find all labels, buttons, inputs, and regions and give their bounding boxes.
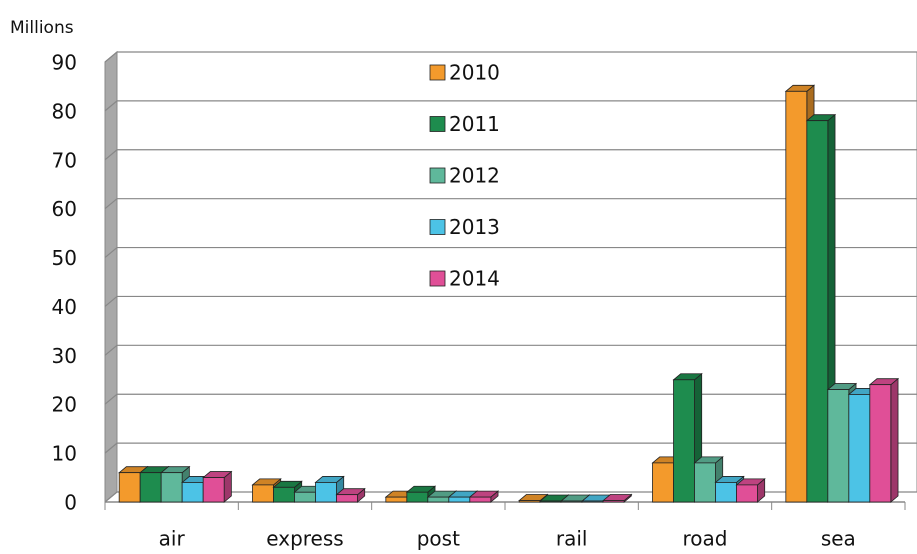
bar [427,496,450,503]
bar-side [890,377,899,503]
y-tick-label: 20 [52,393,77,417]
y-tick-label: 60 [52,197,77,221]
y-tick-label: 10 [52,442,77,466]
bar [736,484,758,503]
x-tick-label: road [683,527,728,551]
bar [406,491,429,503]
bar [848,394,871,503]
bar [806,120,829,503]
bar [518,500,541,503]
bar [315,482,337,503]
y-tick-label: 70 [52,148,77,172]
bar [652,462,674,503]
grid-line [104,491,917,503]
x-tick-label: express [266,527,343,551]
legend-label: 2011 [449,112,500,136]
y-tick-label: 50 [52,246,77,270]
bar [139,472,162,503]
bar [469,496,492,503]
bar [581,500,604,503]
bar [715,482,737,503]
bar [869,384,892,503]
y-tick-label: 40 [52,295,77,319]
bar [827,389,850,503]
bar [602,500,625,503]
legend-label: 2013 [449,215,500,239]
grid-line [104,51,917,63]
bar [539,500,562,503]
grid-line [104,442,917,454]
bar [118,472,141,503]
legend-swatch [429,167,446,184]
y-tick-label: 90 [52,51,77,75]
bar [252,484,274,503]
y-tick-label: 0 [64,491,77,515]
bar [448,496,471,503]
legend-swatch [429,64,446,81]
grid-line [104,246,917,259]
legend-label: 2014 [449,267,500,291]
side-wall [104,50,118,504]
bar [385,496,408,503]
legend-swatch [429,270,446,287]
bar [273,486,295,503]
bar [560,500,583,503]
y-tick-label: 30 [52,344,77,368]
legend-label: 2010 [449,61,500,85]
grid-line [104,149,917,161]
bar [181,482,204,503]
x-tick-label: post [417,527,460,551]
bar [785,90,808,503]
y-tick-label: 80 [52,99,77,123]
grid-line [104,295,917,307]
legend-swatch [429,116,446,132]
grid-line [104,344,917,356]
bar [336,494,358,503]
legend-swatch [429,219,446,235]
bar [294,491,316,503]
grid-line [104,100,917,112]
x-tick-label: rail [556,527,588,551]
x-tick-label: sea [821,527,856,551]
bar [202,477,225,503]
grid-line [104,198,917,210]
bar [160,472,183,503]
bar [673,379,695,503]
bar [694,462,716,503]
y-axis-label: Millions [10,18,74,38]
x-tick-label: air [159,527,186,551]
legend-label: 2012 [449,164,500,188]
grid-line [104,393,917,405]
